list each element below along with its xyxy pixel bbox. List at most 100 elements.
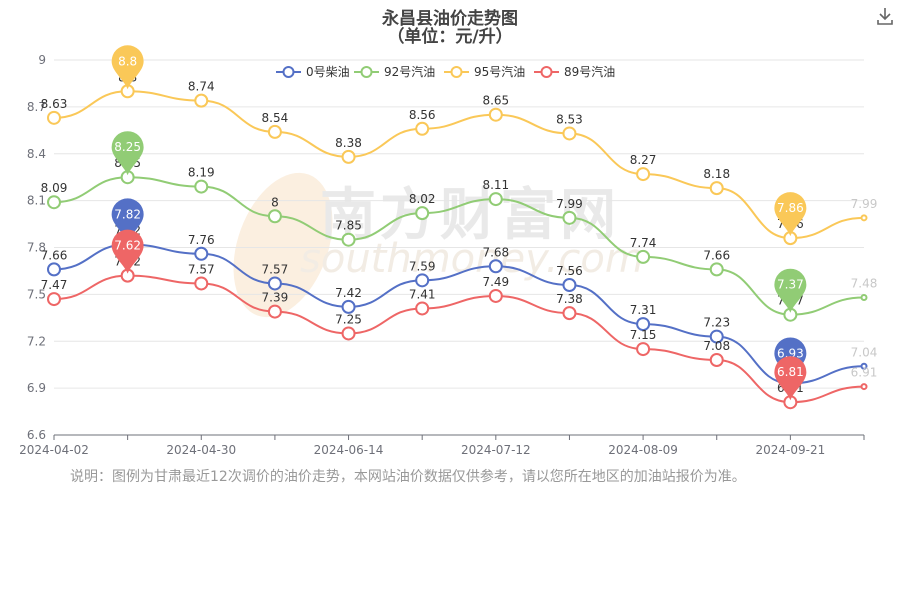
data-point bbox=[488, 259, 503, 274]
max-pin: 7.62 bbox=[111, 229, 144, 274]
data-label: 7.99 bbox=[851, 197, 878, 211]
data-label: 7.57 bbox=[188, 262, 215, 276]
data-point bbox=[415, 301, 430, 316]
data-label: 7.04 bbox=[851, 345, 878, 359]
data-label: 8.63 bbox=[41, 97, 68, 111]
data-label: 7.38 bbox=[556, 292, 583, 306]
legend-item[interactable]: 0号柴油 bbox=[276, 65, 350, 79]
data-label: 8.53 bbox=[556, 112, 583, 126]
pin-label: 7.62 bbox=[114, 239, 141, 253]
legend-marker bbox=[450, 66, 463, 78]
legend-item[interactable]: 95号汽油 bbox=[444, 64, 525, 79]
pin-shape bbox=[774, 268, 807, 313]
download-icon[interactable] bbox=[876, 6, 894, 26]
pin-shape bbox=[111, 198, 144, 243]
data-label: 7.68 bbox=[482, 245, 509, 259]
data-label: 7.23 bbox=[703, 316, 730, 330]
data-label: 7.15 bbox=[630, 328, 657, 342]
legend-marker bbox=[282, 66, 295, 78]
data-label: 8.74 bbox=[188, 80, 215, 94]
min-pin: 7.37 bbox=[774, 268, 807, 313]
data-point bbox=[709, 181, 724, 196]
data-label: 7.57 bbox=[262, 262, 289, 276]
data-label: 8.02 bbox=[409, 192, 436, 206]
series-line bbox=[53, 90, 865, 240]
data-point bbox=[860, 294, 868, 301]
data-label: 8.65 bbox=[482, 94, 509, 108]
data-point bbox=[267, 276, 282, 291]
min-pin: 7.86 bbox=[774, 192, 807, 237]
data-label: 8.11 bbox=[482, 178, 509, 192]
data-label: 7.85 bbox=[335, 219, 362, 233]
y-tick-label: 6.9 bbox=[27, 381, 46, 395]
pin-label: 7.82 bbox=[114, 207, 141, 221]
data-point bbox=[415, 273, 430, 288]
data-point bbox=[488, 107, 503, 122]
data-label: 8.54 bbox=[262, 111, 289, 125]
data-point bbox=[341, 232, 356, 247]
data-point bbox=[267, 124, 282, 139]
x-tick-label: 2024-06-14 bbox=[314, 443, 384, 457]
data-point bbox=[47, 110, 61, 125]
x-tick-label: 2024-04-02 bbox=[19, 443, 89, 457]
data-point bbox=[709, 353, 724, 367]
data-point bbox=[194, 179, 209, 194]
y-tick-label: 7.8 bbox=[27, 241, 46, 255]
data-label: 8.18 bbox=[703, 167, 730, 181]
data-point bbox=[562, 278, 577, 292]
data-point bbox=[341, 299, 356, 314]
y-tick-label: 9 bbox=[38, 53, 46, 67]
data-point bbox=[415, 121, 430, 136]
data-point bbox=[488, 192, 503, 207]
legend-label: 95号汽油 bbox=[474, 64, 525, 79]
data-point bbox=[562, 210, 577, 225]
data-point bbox=[860, 383, 868, 391]
data-point bbox=[267, 304, 282, 319]
data-point bbox=[415, 206, 430, 221]
data-label: 7.47 bbox=[41, 278, 68, 292]
pin-shape bbox=[111, 45, 144, 90]
data-point bbox=[636, 317, 651, 332]
y-tick-label: 7.5 bbox=[27, 287, 46, 301]
x-tick-label: 2024-04-30 bbox=[166, 443, 236, 457]
pin-label: 8.8 bbox=[118, 54, 137, 68]
data-label: 7.42 bbox=[335, 286, 362, 300]
data-label: 6.91 bbox=[851, 366, 878, 380]
data-point bbox=[562, 126, 577, 141]
data-label: 7.99 bbox=[556, 197, 583, 211]
y-tick-label: 6.6 bbox=[27, 428, 46, 442]
pin-shape bbox=[111, 229, 144, 274]
data-point bbox=[562, 306, 577, 321]
data-point bbox=[636, 342, 651, 357]
x-tick-label: 2024-08-09 bbox=[608, 443, 678, 457]
x-tick-label: 2024-09-21 bbox=[755, 443, 825, 457]
data-point bbox=[194, 276, 209, 291]
legend-item[interactable]: 92号汽油 bbox=[354, 64, 435, 79]
data-point bbox=[341, 149, 356, 164]
data-label: 7.25 bbox=[335, 312, 362, 326]
data-label: 7.31 bbox=[630, 303, 657, 317]
max-pin: 8.25 bbox=[111, 131, 144, 176]
data-point bbox=[194, 246, 209, 261]
data-label: 7.66 bbox=[703, 248, 730, 262]
data-label: 8.27 bbox=[630, 153, 657, 167]
watermark-domain: southmoney.com bbox=[300, 236, 644, 282]
max-pin: 7.82 bbox=[111, 198, 144, 243]
legend-item[interactable]: 89号汽油 bbox=[534, 64, 615, 79]
pin-label: 7.86 bbox=[777, 201, 804, 215]
data-point bbox=[194, 93, 209, 108]
legend-label: 89号汽油 bbox=[564, 64, 615, 79]
data-label: 7.76 bbox=[188, 233, 215, 247]
data-point bbox=[341, 326, 356, 341]
data-point bbox=[709, 262, 724, 277]
data-point bbox=[267, 209, 282, 224]
min-pin: 6.81 bbox=[774, 356, 807, 401]
data-label: 7.48 bbox=[851, 277, 878, 291]
y-tick-label: 8.7 bbox=[27, 100, 46, 114]
max-pin: 8.8 bbox=[111, 45, 144, 90]
data-label: 7.41 bbox=[409, 287, 436, 301]
data-point bbox=[47, 262, 61, 277]
data-point bbox=[860, 214, 868, 222]
